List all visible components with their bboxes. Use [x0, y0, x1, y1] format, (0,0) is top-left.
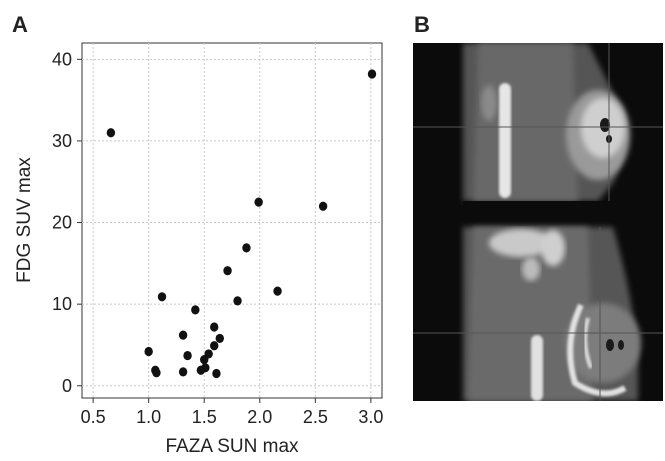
data-point — [233, 296, 242, 306]
x-tick-label: 2.5 — [303, 407, 328, 427]
data-points — [106, 69, 377, 379]
data-point — [106, 128, 116, 138]
data-point — [152, 368, 161, 378]
x-tick-label: 1.0 — [136, 407, 161, 427]
data-point — [157, 292, 167, 302]
ct-upper-slice — [413, 43, 663, 201]
y-axis-label: FDG SUV max — [14, 157, 35, 283]
data-point — [242, 243, 251, 253]
data-point — [144, 346, 153, 357]
x-tick-label: 2.0 — [247, 407, 272, 427]
data-point — [223, 266, 232, 276]
data-point — [212, 368, 221, 379]
x-axis-ticks: 0.5 1.0 1.5 2.0 2.5 3.0 — [81, 398, 383, 427]
panel-a-label: A — [12, 12, 28, 37]
x-tick-label: 0.5 — [81, 407, 106, 427]
scatter-chart: 0.5 1.0 1.5 2.0 2.5 3.0 0 10 20 30 40 FAZA SUN ma… — [14, 42, 383, 457]
y-tick-label: 40 — [52, 49, 72, 69]
y-axis-ticks: 0 10 20 30 40 — [52, 49, 82, 396]
ct-slice-gap — [463, 201, 663, 227]
data-point — [210, 341, 219, 351]
panel-b-label: B — [414, 12, 430, 37]
y-tick-label: 0 — [62, 376, 72, 396]
data-point — [318, 201, 328, 211]
x-axis-label: FAZA SUN max — [165, 436, 299, 457]
data-point — [210, 322, 219, 332]
data-point — [178, 330, 188, 340]
ct-scan-image — [413, 43, 663, 401]
data-point — [215, 333, 224, 344]
ct-lower-slice — [413, 227, 663, 401]
data-point — [367, 69, 377, 79]
data-point — [273, 286, 282, 296]
data-point — [254, 197, 263, 207]
y-tick-label: 20 — [52, 213, 72, 233]
x-tick-label: 3.0 — [358, 407, 383, 427]
x-tick-label: 1.5 — [192, 407, 217, 427]
data-point — [178, 367, 188, 377]
data-point — [191, 305, 200, 315]
data-point — [183, 350, 192, 361]
plot-area — [81, 42, 383, 399]
grid-lines — [82, 43, 382, 398]
data-point — [204, 349, 213, 359]
y-tick-label: 10 — [52, 294, 72, 314]
y-tick-label: 30 — [52, 131, 72, 151]
data-point — [201, 363, 210, 373]
